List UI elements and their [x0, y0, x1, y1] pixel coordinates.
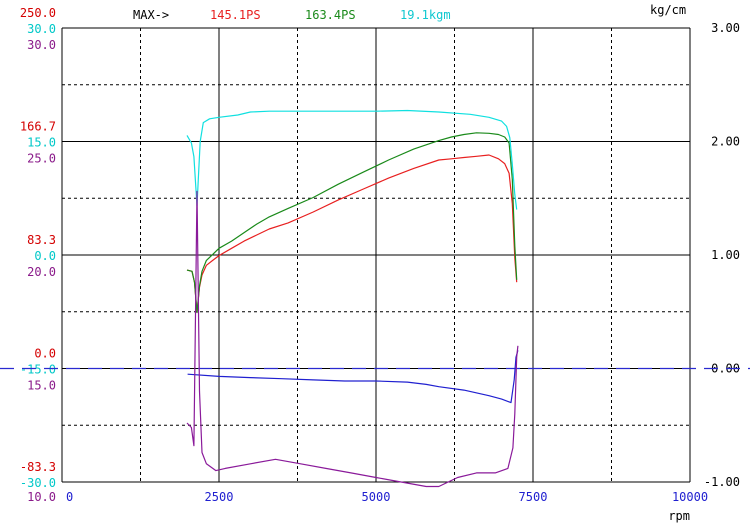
right-axis-tick-label: 3.00 — [711, 21, 740, 35]
max-power-red-label: 145.1PS — [210, 8, 261, 22]
left-axis-tick-label: 10.0 — [27, 490, 56, 504]
left-axis-labels: 250.0 166.7 83.3 0.0 -83.3 30.0 15.0 0.0 -15.0 -3… — [20, 6, 56, 504]
x-axis-tick-label: 2500 — [205, 490, 234, 504]
left-axis-tick-label: 20.0 — [27, 265, 56, 279]
max-label: MAX-> — [133, 8, 169, 22]
x-axis-labels: 0 2500 5000 7500 10000 rpm — [66, 490, 708, 523]
left-axis-tick-label: -15.0 — [20, 363, 56, 377]
left-axis-tick-label: 25.0 — [27, 152, 56, 166]
left-axis-tick-label: 15.0 — [27, 379, 56, 393]
left-axis-tick-label: 15.0 — [27, 136, 56, 150]
chart-grid — [61, 27, 691, 483]
left-axis-tick-label: 0.0 — [34, 347, 56, 361]
left-axis-tick-label: 30.0 — [27, 22, 56, 36]
x-axis-tick-label: 5000 — [362, 490, 391, 504]
power-red-series — [186, 154, 518, 314]
right-axis-tick-label: 2.00 — [711, 135, 740, 149]
x-axis-tick-label: 7500 — [519, 490, 548, 504]
left-axis-tick-label: 0.0 — [34, 249, 56, 263]
left-axis-tick-label: 30.0 — [27, 38, 56, 52]
max-torque-label: 19.1kgm — [400, 8, 451, 22]
purple-series — [186, 190, 519, 488]
right-unit-label: kg/cm — [650, 3, 686, 17]
left-axis-tick-label: 250.0 — [20, 6, 56, 20]
torque-cyan-series — [186, 109, 518, 210]
left-axis-tick-label: 166.7 — [20, 120, 56, 134]
power-green-series — [186, 132, 518, 314]
right-axis-labels: 3.00 2.00 1.00 0.00 -1.00 — [704, 21, 740, 489]
right-axis-tick-label: -1.00 — [704, 475, 740, 489]
series-layer — [0, 109, 750, 488]
max-power-green-label: 163.4PS — [305, 8, 356, 22]
x-axis-title: rpm — [668, 509, 690, 523]
left-axis-tick-label: -30.0 — [20, 476, 56, 490]
right-axis-tick-label: 0.00 — [711, 362, 740, 376]
left-axis-tick-label: 83.3 — [27, 233, 56, 247]
left-axis-tick-label: -83.3 — [20, 460, 56, 474]
header-row: MAX-> 145.1PS 163.4PS 19.1kgm kg/cm — [133, 3, 686, 22]
x-axis-tick-label: 0 — [66, 490, 73, 504]
right-axis-tick-label: 1.00 — [711, 248, 740, 262]
x-axis-tick-label: 10000 — [672, 490, 708, 504]
blue-ratio-series — [187, 350, 519, 404]
